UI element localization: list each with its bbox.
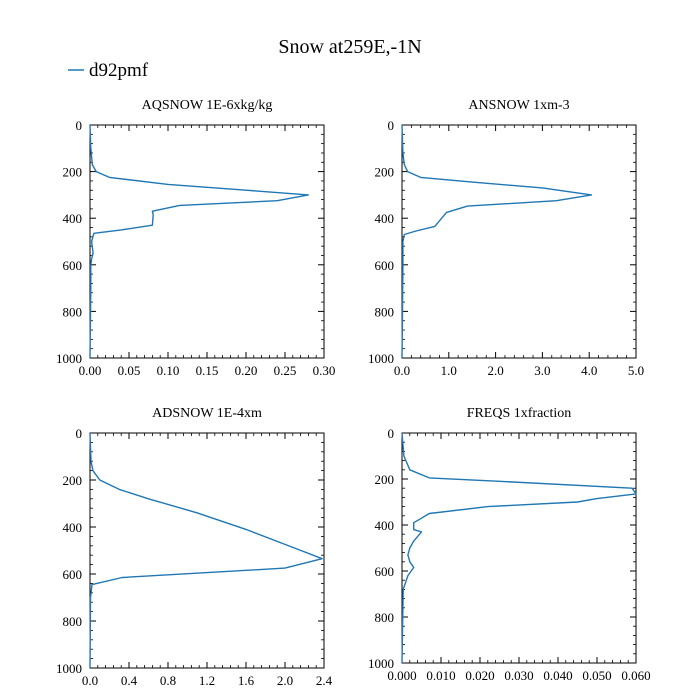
x-tick-label: 0.030 <box>504 668 533 683</box>
series-line-d92pmf <box>401 124 593 359</box>
series-line-d92pmf <box>89 124 310 359</box>
y-tick-label: 200 <box>375 472 395 487</box>
y-tick-label: 400 <box>63 520 83 535</box>
x-tick-label: 0.15 <box>196 363 219 378</box>
x-tick-label: 2.0 <box>487 363 503 378</box>
x-tick-label: 3.0 <box>534 363 550 378</box>
x-tick-label: 0.25 <box>274 363 297 378</box>
x-tick-label: 0.8 <box>160 673 176 688</box>
y-tick-label: 800 <box>375 610 395 625</box>
y-tick-label: 200 <box>63 473 83 488</box>
x-tick-label: 0.060 <box>621 668 650 683</box>
plot-frame <box>89 124 325 359</box>
x-tick-label: 0.4 <box>121 673 138 688</box>
x-tick-label: 1.2 <box>199 673 215 688</box>
x-tick-label: 2.4 <box>316 673 333 688</box>
x-tick-label: 0.20 <box>235 363 258 378</box>
x-tick-label: 0.050 <box>582 668 611 683</box>
y-tick-label: 1000 <box>56 351 82 366</box>
plot-frame <box>401 432 637 664</box>
y-tick-label: 0 <box>388 118 395 133</box>
series-line-d92pmf <box>401 432 637 664</box>
y-tick-label: 600 <box>375 258 395 273</box>
x-tick-label: 1.0 <box>441 363 457 378</box>
x-tick-label: 0.010 <box>426 668 455 683</box>
panels: AQSNOW 1E-6xkg/kg0.00 0.05 0.10 0.15 0.20 0.2… <box>56 98 651 688</box>
panel-title: ADSNOW 1E-4xm <box>152 406 262 421</box>
panel-4: FREQS 1xfraction 0.000 0.010 0.020 0.030 0.04… <box>368 406 651 683</box>
x-tick-label: 0.0 <box>394 363 410 378</box>
panel-1: AQSNOW 1E-6xkg/kg 0.00 0.05 0.10 0.15 0.20 0.2… <box>56 98 335 378</box>
x-tick-label: 0.000 <box>387 668 416 683</box>
x-tick-label: 2.0 <box>277 673 293 688</box>
panel-2: ANSNOW 1xm-3 0.0 1.0 2.0 3.0 4.0 5.0 0 200 400 600… <box>368 98 644 378</box>
x-tick-label: 0.040 <box>543 668 572 683</box>
plot-frame <box>401 124 637 359</box>
x-tick-label: 0.05 <box>118 363 141 378</box>
y-tick-label: 400 <box>375 518 395 533</box>
y-tick-label: 400 <box>375 211 395 226</box>
x-tick-label: 5.0 <box>628 363 644 378</box>
y-tick-label: 1000 <box>368 351 394 366</box>
plot-frame <box>89 432 325 669</box>
y-tick-label: 600 <box>63 258 83 273</box>
y-tick-label: 800 <box>63 304 83 319</box>
panel-title: FREQS 1xfraction <box>467 406 572 421</box>
x-tick-label: 0.30 <box>313 363 336 378</box>
legend-label: d92pmf <box>89 60 149 81</box>
x-tick-label: 0.10 <box>157 363 180 378</box>
y-tick-label: 0 <box>76 118 83 133</box>
x-tick-label: 0.00 <box>79 363 102 378</box>
x-tick-label: 1.6 <box>238 673 255 688</box>
series-line-d92pmf <box>89 432 323 669</box>
chart-title: Snow at259E,-1N <box>278 36 421 58</box>
x-tick-label: 0.020 <box>465 668 494 683</box>
y-tick-label: 200 <box>375 165 395 180</box>
y-tick-label: 800 <box>375 304 395 319</box>
y-tick-label: 200 <box>63 165 83 180</box>
panel-title: ANSNOW 1xm-3 <box>468 98 569 113</box>
y-tick-label: 800 <box>63 614 83 629</box>
y-tick-label: 600 <box>375 564 395 579</box>
x-tick-label: 4.0 <box>581 363 597 378</box>
panel-title: AQSNOW 1E-6xkg/kg <box>142 98 273 113</box>
y-tick-label: 0 <box>76 426 83 441</box>
x-tick-label: 0.0 <box>82 673 98 688</box>
y-tick-label: 1000 <box>368 656 394 671</box>
y-tick-label: 1000 <box>56 661 82 676</box>
y-tick-label: 600 <box>63 567 83 582</box>
y-tick-label: 0 <box>388 426 395 441</box>
panel-3: ADSNOW 1E-4xm 0.0 0.4 0.8 1.2 1.6 2.0 2.4 0 200 40… <box>56 406 333 688</box>
y-tick-label: 400 <box>63 211 83 226</box>
